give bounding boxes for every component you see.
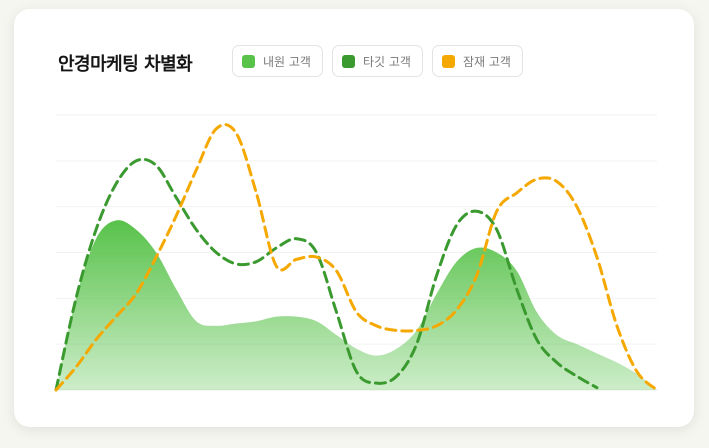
legend-swatch-target <box>341 54 355 68</box>
series-area-visitors <box>56 220 657 390</box>
legend-item-target[interactable]: 타깃 고객 <box>331 45 423 77</box>
chart-title: 안경마케팅 차별화 <box>58 54 193 75</box>
legend-label-potential: 잠재 고객 <box>462 54 511 69</box>
legend-item-visitors[interactable]: 내원 고객 <box>232 45 323 77</box>
legend-label-visitors: 내원 고객 <box>263 54 311 69</box>
chart-legend: 내원 고객 타깃 고객 잠재 고객 <box>232 45 523 77</box>
series-layer <box>54 123 659 392</box>
legend-swatch-potential <box>441 54 455 68</box>
series-line-potential <box>54 123 659 392</box>
legend-item-potential[interactable]: 잠재 고객 <box>431 45 523 77</box>
series-line-target <box>54 157 599 392</box>
legend-label-target: 타깃 고객 <box>362 54 411 69</box>
legend-swatch-visitors <box>242 54 255 68</box>
